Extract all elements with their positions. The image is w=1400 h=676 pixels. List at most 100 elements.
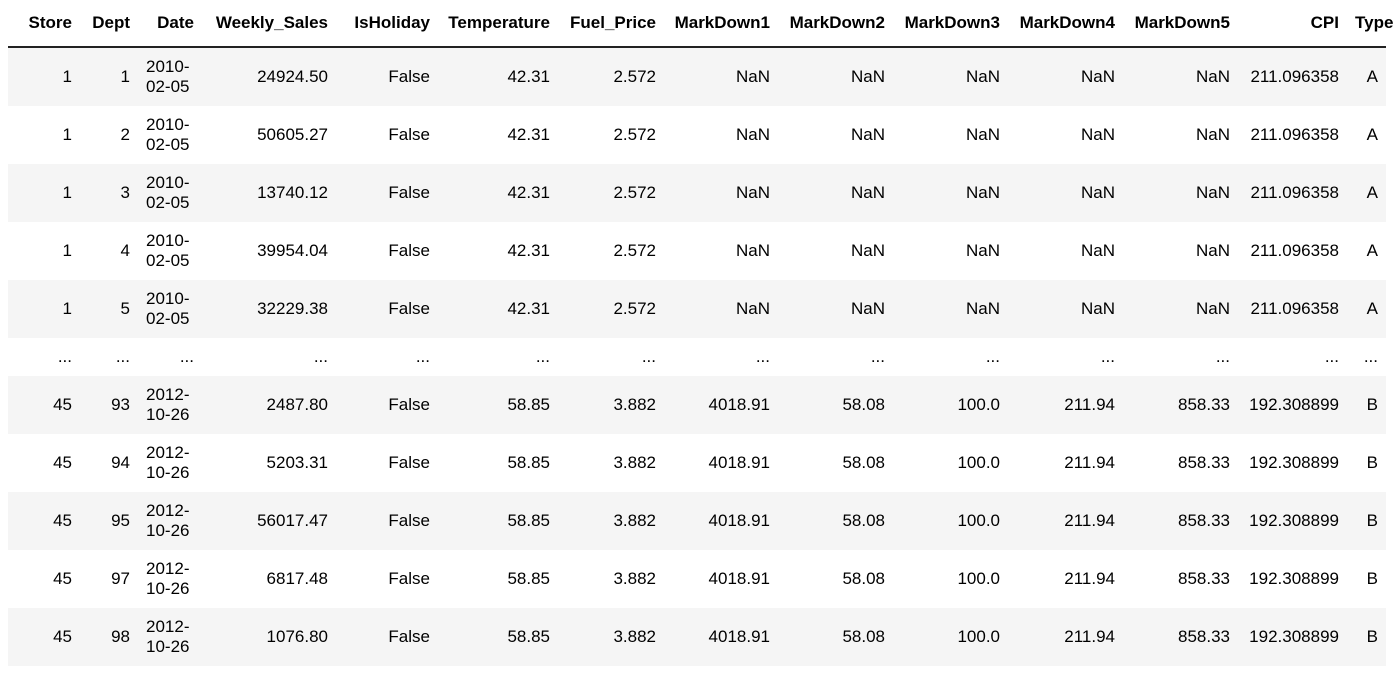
table-cell: 97 xyxy=(111,569,130,588)
table-row: 45 93 2012-10-26 2487.80 False 58.85 3.882 4018… xyxy=(8,376,1386,434)
table-cell: 2012-10-26 xyxy=(138,492,202,550)
table-cell: 2010-02-05 xyxy=(146,115,190,154)
table-cell: NaN xyxy=(664,280,778,338)
table-cell: 45 xyxy=(8,376,80,434)
table-cell: 13740.12 xyxy=(202,164,336,222)
table-cell: 2010-02-05 xyxy=(138,47,202,106)
table-cell: 42.31 xyxy=(438,280,558,338)
table-row: 1 2 2010-02-05 50605.27 False 42.31 2.572 NaN Na… xyxy=(8,106,1386,164)
table-cell: 2.572 xyxy=(613,125,656,144)
table-cell: 39954.04 xyxy=(257,241,328,260)
table-cell: 58.08 xyxy=(842,569,885,588)
table-cell: NaN xyxy=(778,47,893,106)
table-cell: 24924.50 xyxy=(202,47,336,106)
column-header-fuel-price: Fuel_Price xyxy=(558,0,664,48)
table-cell: 858.33 xyxy=(1123,376,1238,434)
table-cell: 2010-02-05 xyxy=(146,231,190,270)
table-cell: 2010-02-05 xyxy=(138,164,202,222)
table-cell: 58.85 xyxy=(438,492,558,550)
table-cell: NaN xyxy=(735,125,770,144)
ellipsis-row: ........................................… xyxy=(8,338,1386,376)
table-cell: False xyxy=(336,376,438,434)
table-cell: 2012-10-26 xyxy=(146,559,190,598)
table-cell: 58.85 xyxy=(438,608,558,666)
column-header-markdown1: MarkDown1 xyxy=(664,0,778,48)
table-row: 1 3 2010-02-05 13740.12 False 42.31 2.572 NaN Na… xyxy=(8,164,1386,222)
table-cell: 1 xyxy=(80,47,138,106)
table-cell: 2.572 xyxy=(558,47,664,106)
table-cell: ... xyxy=(641,347,656,366)
table-cell: False xyxy=(336,608,438,666)
table-cell: NaN xyxy=(778,164,893,222)
table-cell: ... xyxy=(115,347,130,366)
table-cell: NaN xyxy=(735,241,770,260)
table-cell: False xyxy=(388,125,430,144)
table-cell: 98 xyxy=(80,608,138,666)
table-cell: 211.096358 xyxy=(1250,125,1339,144)
table-cell: 4018.91 xyxy=(664,608,778,666)
table-cell: B xyxy=(1366,569,1378,588)
table-cell: 192.308899 xyxy=(1249,569,1339,588)
table-cell: 1 xyxy=(62,241,72,260)
table-row: 1 5 2010-02-05 32229.38 False 42.31 2.572 NaN Na… xyxy=(8,280,1386,338)
column-header-markdown2: MarkDown2 xyxy=(778,0,893,48)
table-cell: False xyxy=(336,164,438,222)
table-cell: 4018.91 xyxy=(708,453,770,472)
dataframe-table: Store Dept Date Weekly_Sales IsHoliday T… xyxy=(8,0,1393,666)
table-cell: ... xyxy=(313,347,328,366)
table-cell: 2.572 xyxy=(558,280,664,338)
column-header-markdown3: MarkDown3 xyxy=(893,0,1008,48)
table-cell: 211.94 xyxy=(1008,608,1123,666)
table-cell: 211.096358 xyxy=(1250,241,1339,260)
table-cell: 94 xyxy=(111,453,130,472)
table-cell: NaN xyxy=(664,47,778,106)
table-cell: 93 xyxy=(80,376,138,434)
table-cell: 42.31 xyxy=(507,125,550,144)
table-cell: 95 xyxy=(80,492,138,550)
table-row: 45 98 2012-10-26 1076.80 False 58.85 3.882 4018… xyxy=(8,608,1386,666)
column-header-markdown4: MarkDown4 xyxy=(1008,0,1123,48)
table-cell: 211.096358 xyxy=(1238,47,1347,106)
table-row: 45 95 2012-10-26 56017.47 False 58.85 3.882 401… xyxy=(8,492,1386,550)
table-cell: ... xyxy=(535,347,550,366)
table-cell: 100.0 xyxy=(957,453,1000,472)
table-cell: 2 xyxy=(120,125,130,144)
table-cell: 192.308899 xyxy=(1238,608,1347,666)
table-cell: 1 xyxy=(8,280,80,338)
table-cell: False xyxy=(388,453,430,472)
table-cell: 5203.31 xyxy=(266,453,328,472)
table-cell: 211.94 xyxy=(1064,453,1115,472)
table-cell: 100.0 xyxy=(957,569,1000,588)
table-cell: 211.096358 xyxy=(1238,280,1347,338)
table-cell: NaN xyxy=(850,241,885,260)
table-cell: 211.94 xyxy=(1008,492,1123,550)
column-header-temperature: Temperature xyxy=(438,0,558,48)
table-cell: 1 xyxy=(8,47,80,106)
table-cell: ... xyxy=(179,347,194,366)
table-cell: 58.08 xyxy=(778,376,893,434)
table-cell: 3.882 xyxy=(558,376,664,434)
table-cell: NaN xyxy=(893,164,1008,222)
table-cell: 100.0 xyxy=(893,492,1008,550)
table-cell: A xyxy=(1366,241,1378,260)
table-cell: 211.94 xyxy=(1064,569,1115,588)
table-cell: ... xyxy=(1100,347,1115,366)
table-cell: 2012-10-26 xyxy=(138,376,202,434)
table-cell: A xyxy=(1347,47,1386,106)
table-cell: A xyxy=(1347,280,1386,338)
table-cell: ... xyxy=(985,347,1000,366)
table-cell: NaN xyxy=(965,125,1000,144)
table-cell: 56017.47 xyxy=(202,492,336,550)
table-cell: A xyxy=(1347,164,1386,222)
table-cell: 858.33 xyxy=(1123,608,1238,666)
column-header-date: Date xyxy=(138,0,202,48)
table-cell: 4018.91 xyxy=(664,492,778,550)
table-cell: 58.85 xyxy=(438,376,558,434)
table-cell: ... xyxy=(1363,347,1378,366)
table-cell: 32229.38 xyxy=(202,280,336,338)
table-cell: ... xyxy=(415,347,430,366)
table-body: 1 1 2010-02-05 24924.50 False 42.31 2.572 NaN Na… xyxy=(8,47,1386,666)
column-header-isholiday: IsHoliday xyxy=(336,0,438,48)
table-cell: 858.33 xyxy=(1123,492,1238,550)
table-cell: NaN xyxy=(778,280,893,338)
